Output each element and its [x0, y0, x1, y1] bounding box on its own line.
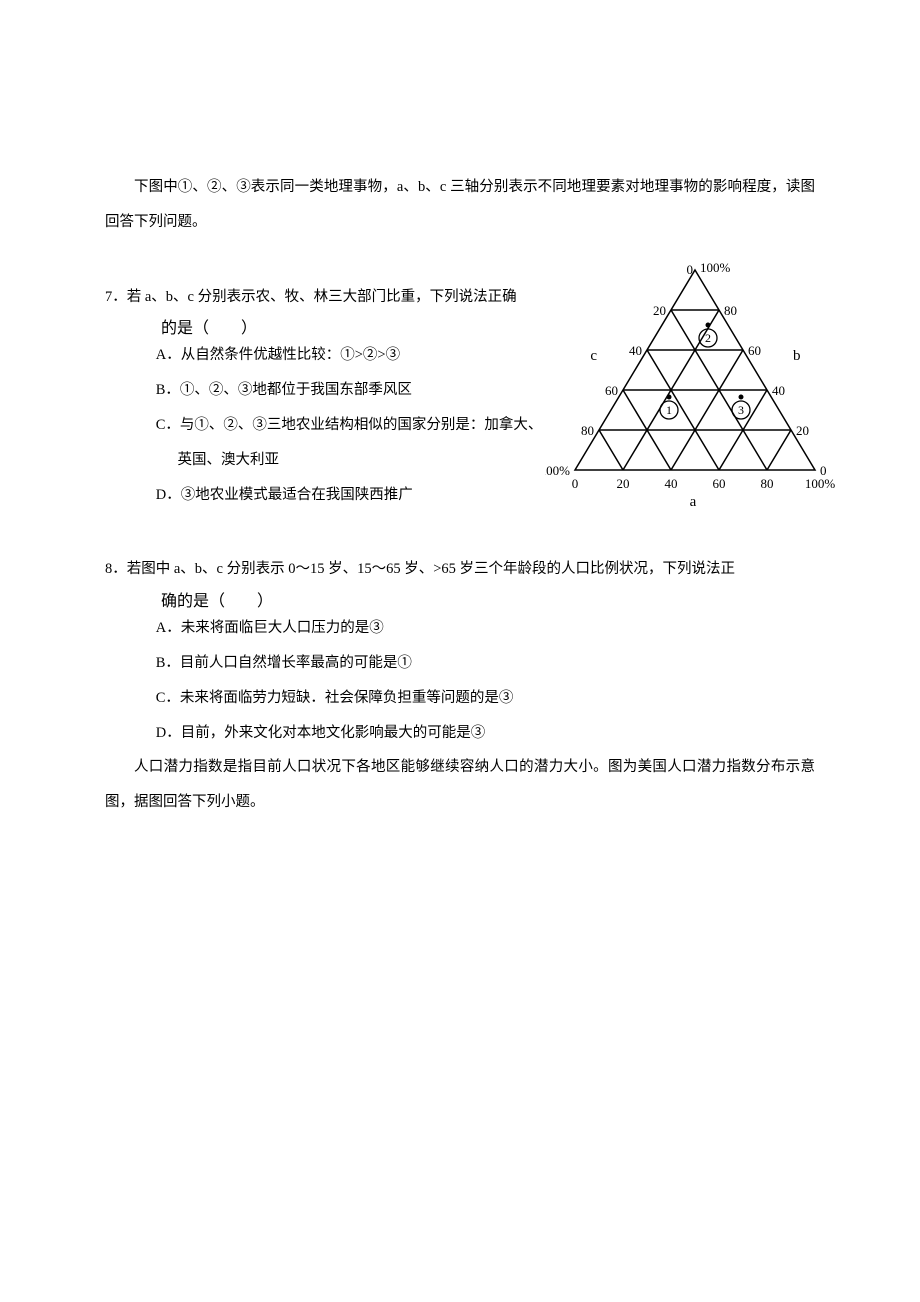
- svg-text:0: 0: [572, 476, 579, 491]
- intro-text: 下图中①、②、③表示同一类地理事物，a、b、c 三轴分别表示不同地理要素对地理事…: [105, 170, 815, 240]
- q7-number: 7．: [105, 289, 127, 305]
- q7-option-b: B．①、②、③地都位于我国东部季风区: [105, 373, 565, 408]
- ternary-svg: 100% 80 60 40 20 0 100% 80 60 40 20 0: [545, 250, 845, 510]
- q8-stem-line1: 若图中 a、b、c 分别表示 0～15 岁、15～65 岁、>65 岁三个年龄段…: [127, 561, 735, 577]
- q8-option-c: C．未来将面临劳力短缺．社会保障负担重等问题的是③: [105, 681, 815, 716]
- point-3-label: 3: [738, 403, 744, 417]
- svg-text:20: 20: [653, 303, 666, 318]
- intro2-text: 人口潜力指数是指目前人口状况下各地区能够继续容纳人口的潜力大小。图为美国人口潜力…: [105, 750, 815, 820]
- q7-option-d: D．③地农业模式最适合在我国陕西推广: [105, 478, 565, 513]
- question-7: 7．若 a、b、c 分别表示农、牧、林三大部门比重，下列说法正确 的是（ ） A…: [105, 280, 815, 513]
- svg-text:60: 60: [748, 343, 761, 358]
- svg-text:80: 80: [581, 423, 594, 438]
- svg-text:100%: 100%: [545, 463, 570, 478]
- axis-c-label: c: [590, 348, 597, 364]
- q8-stem-line2: 确的是（ ）: [105, 587, 815, 611]
- svg-text:40: 40: [772, 383, 785, 398]
- point-2-label: 2: [705, 331, 711, 345]
- axis-b-label: b: [793, 348, 801, 364]
- axis-a-label: a: [690, 494, 697, 510]
- q8-stem: 8．若图中 a、b、c 分别表示 0～15 岁、15～65 岁、>65 岁三个年…: [105, 552, 815, 587]
- q8-option-d: D．目前，外来文化对本地文化影响最大的可能是③: [105, 716, 815, 751]
- q7-stem: 7．若 a、b、c 分别表示农、牧、林三大部门比重，下列说法正确: [105, 280, 565, 315]
- q8-number: 8．: [105, 561, 127, 577]
- q7-stem-line1: 若 a、b、c 分别表示农、牧、林三大部门比重，下列说法正确: [127, 289, 517, 305]
- ternary-diagram: 100% 80 60 40 20 0 100% 80 60 40 20 0: [545, 250, 845, 515]
- point-1-label: 1: [666, 403, 672, 417]
- svg-text:100%: 100%: [700, 260, 731, 275]
- svg-text:40: 40: [629, 343, 642, 358]
- question-8: 8．若图中 a、b、c 分别表示 0～15 岁、15～65 岁、>65 岁三个年…: [105, 552, 815, 820]
- svg-text:60: 60: [605, 383, 618, 398]
- svg-text:40: 40: [665, 476, 678, 491]
- q8-option-a: A．未来将面临巨大人口压力的是③: [105, 611, 815, 646]
- svg-text:0: 0: [687, 262, 694, 277]
- q7-option-c-line1: C．与①、②、③三地农业结构相似的国家分别是：加拿大、: [105, 408, 565, 443]
- svg-text:80: 80: [724, 303, 737, 318]
- q7-option-a: A．从自然条件优越性比较：①>②>③: [105, 338, 565, 373]
- q8-option-b: B．目前人口自然增长率最高的可能是①: [105, 646, 815, 681]
- q7-stem-line2: 的是（ ）: [105, 314, 565, 338]
- svg-text:20: 20: [617, 476, 630, 491]
- svg-text:100%: 100%: [805, 476, 836, 491]
- svg-text:80: 80: [761, 476, 774, 491]
- svg-text:60: 60: [713, 476, 726, 491]
- q7-option-c-line2: 英国、澳大利亚: [105, 443, 565, 478]
- svg-text:20: 20: [796, 423, 809, 438]
